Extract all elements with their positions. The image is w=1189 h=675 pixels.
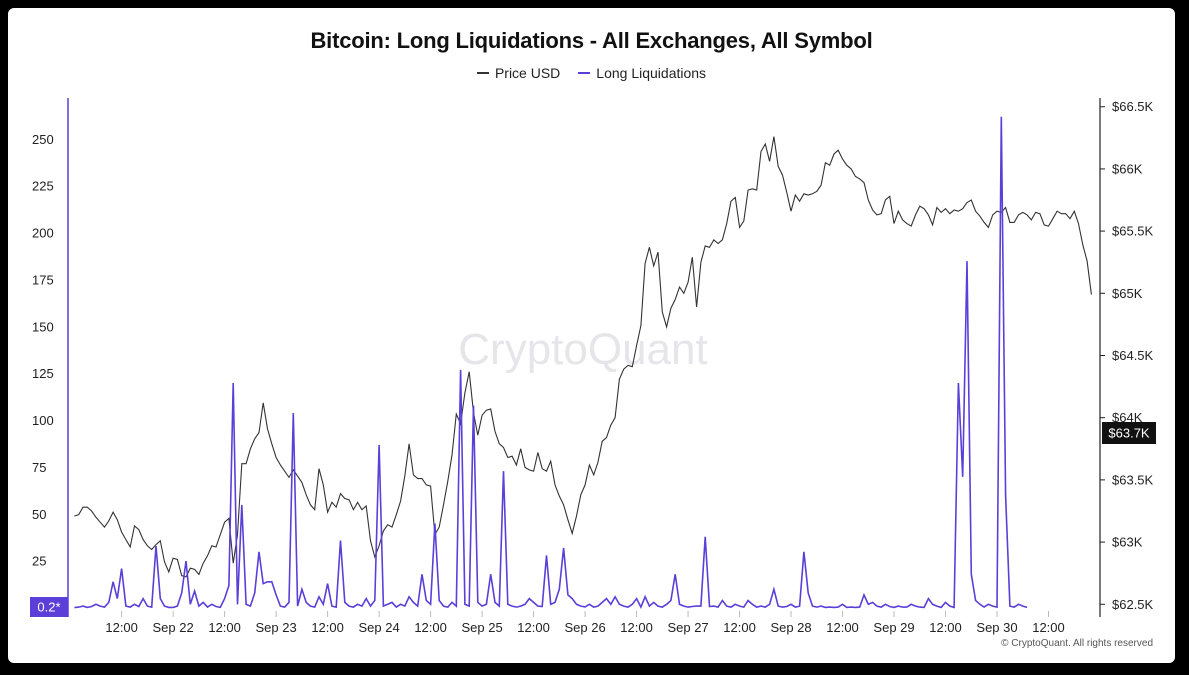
y-right-tick-label: $66K <box>1112 161 1143 176</box>
y-right-tick-label: $62.5K <box>1112 597 1154 612</box>
x-tick-label: 12:00 <box>414 620 447 635</box>
copyright-footer: © CryptoQuant. All rights reserved <box>1001 638 1153 649</box>
x-tick-label: Sep 30 <box>976 620 1017 635</box>
x-tick-label: Sep 23 <box>256 620 297 635</box>
legend-label-liquidations: Long Liquidations <box>596 65 707 81</box>
x-tick-label: 12:00 <box>929 620 962 635</box>
y-right-tick-label: $63K <box>1112 535 1143 550</box>
y-axis-left: 25 50 75 100 125 150 175 200 225 250 <box>32 132 54 569</box>
y-left-tick-label: 175 <box>32 272 54 287</box>
y-right-tick-label: $63.5K <box>1112 472 1154 487</box>
right-badge-bg <box>1102 422 1156 444</box>
y-left-tick-label: 25 <box>32 554 46 569</box>
right-value-badge: $63.7K <box>1102 422 1156 444</box>
x-tick-label: 12:00 <box>620 620 653 635</box>
chart-card: Bitcoin: Long Liquidations - All Exchang… <box>8 8 1175 663</box>
x-tick-label: 12:00 <box>826 620 859 635</box>
y-left-tick-label: 100 <box>32 413 54 428</box>
left-badge-text: 0.2* <box>37 600 60 615</box>
legend-swatch-price <box>476 72 489 74</box>
left-value-badge: 0.2* <box>30 597 68 617</box>
y-axis-right: $62.5K $63K $63.5K $64K $64.5K $65K $65.5K $66K… <box>1100 99 1154 612</box>
x-tick-label: Sep 22 <box>153 620 194 635</box>
series-liquidations-line[interactable] <box>74 116 1028 610</box>
x-tick-label: Sep 24 <box>359 620 400 635</box>
x-tick-label: 12:00 <box>105 620 138 635</box>
y-right-tick-label: $64K <box>1112 410 1143 425</box>
x-tick-label: Sep 28 <box>770 620 811 635</box>
legend-item-price[interactable]: Price USD <box>476 65 561 81</box>
x-tick-label: Sep 25 <box>461 620 502 635</box>
y-left-tick-label: 225 <box>32 179 54 194</box>
chart-title: Bitcoin: Long Liquidations - All Exchang… <box>310 28 873 53</box>
legend-swatch-liquidations <box>578 72 591 74</box>
x-tick-label: Sep 27 <box>667 620 708 635</box>
y-left-tick-label: 75 <box>32 460 46 475</box>
chart-legend: Price USD Long Liquidations <box>8 65 1175 81</box>
chart-plot: CryptoQuant 12:00 Sep 22 12:00 Sep 23 12:00 S… <box>30 98 1156 635</box>
y-left-tick-label: 50 <box>32 507 46 522</box>
x-tick-label: 12:00 <box>311 620 344 635</box>
x-tick-label: 12:00 <box>723 620 756 635</box>
right-badge-text: $63.7K <box>1108 426 1150 441</box>
watermark-text: CryptoQuant <box>458 325 707 374</box>
x-axis: 12:00 Sep 22 12:00 Sep 23 12:00 Sep 24 12:00 Se… <box>105 611 1065 635</box>
series-price-line[interactable] <box>74 136 1092 578</box>
x-tick-label: Sep 29 <box>873 620 914 635</box>
y-right-tick-label: $64.5K <box>1112 348 1154 363</box>
y-right-tick-label: $66.5K <box>1112 99 1154 114</box>
y-right-tick-label: $65K <box>1112 286 1143 301</box>
y-left-tick-label: 200 <box>32 226 54 241</box>
legend-label-price: Price USD <box>494 65 561 81</box>
y-left-tick-label: 125 <box>32 366 54 381</box>
y-left-tick-label: 250 <box>32 132 54 147</box>
y-right-tick-label: $65.5K <box>1112 224 1154 239</box>
x-tick-label: 12:00 <box>517 620 550 635</box>
left-badge-bg <box>30 597 68 617</box>
legend-item-liquidations[interactable]: Long Liquidations <box>578 65 706 81</box>
y-left-tick-label: 150 <box>32 319 54 334</box>
x-tick-label: Sep 26 <box>564 620 605 635</box>
x-tick-label: 12:00 <box>1032 620 1065 635</box>
x-tick-label: 12:00 <box>208 620 241 635</box>
